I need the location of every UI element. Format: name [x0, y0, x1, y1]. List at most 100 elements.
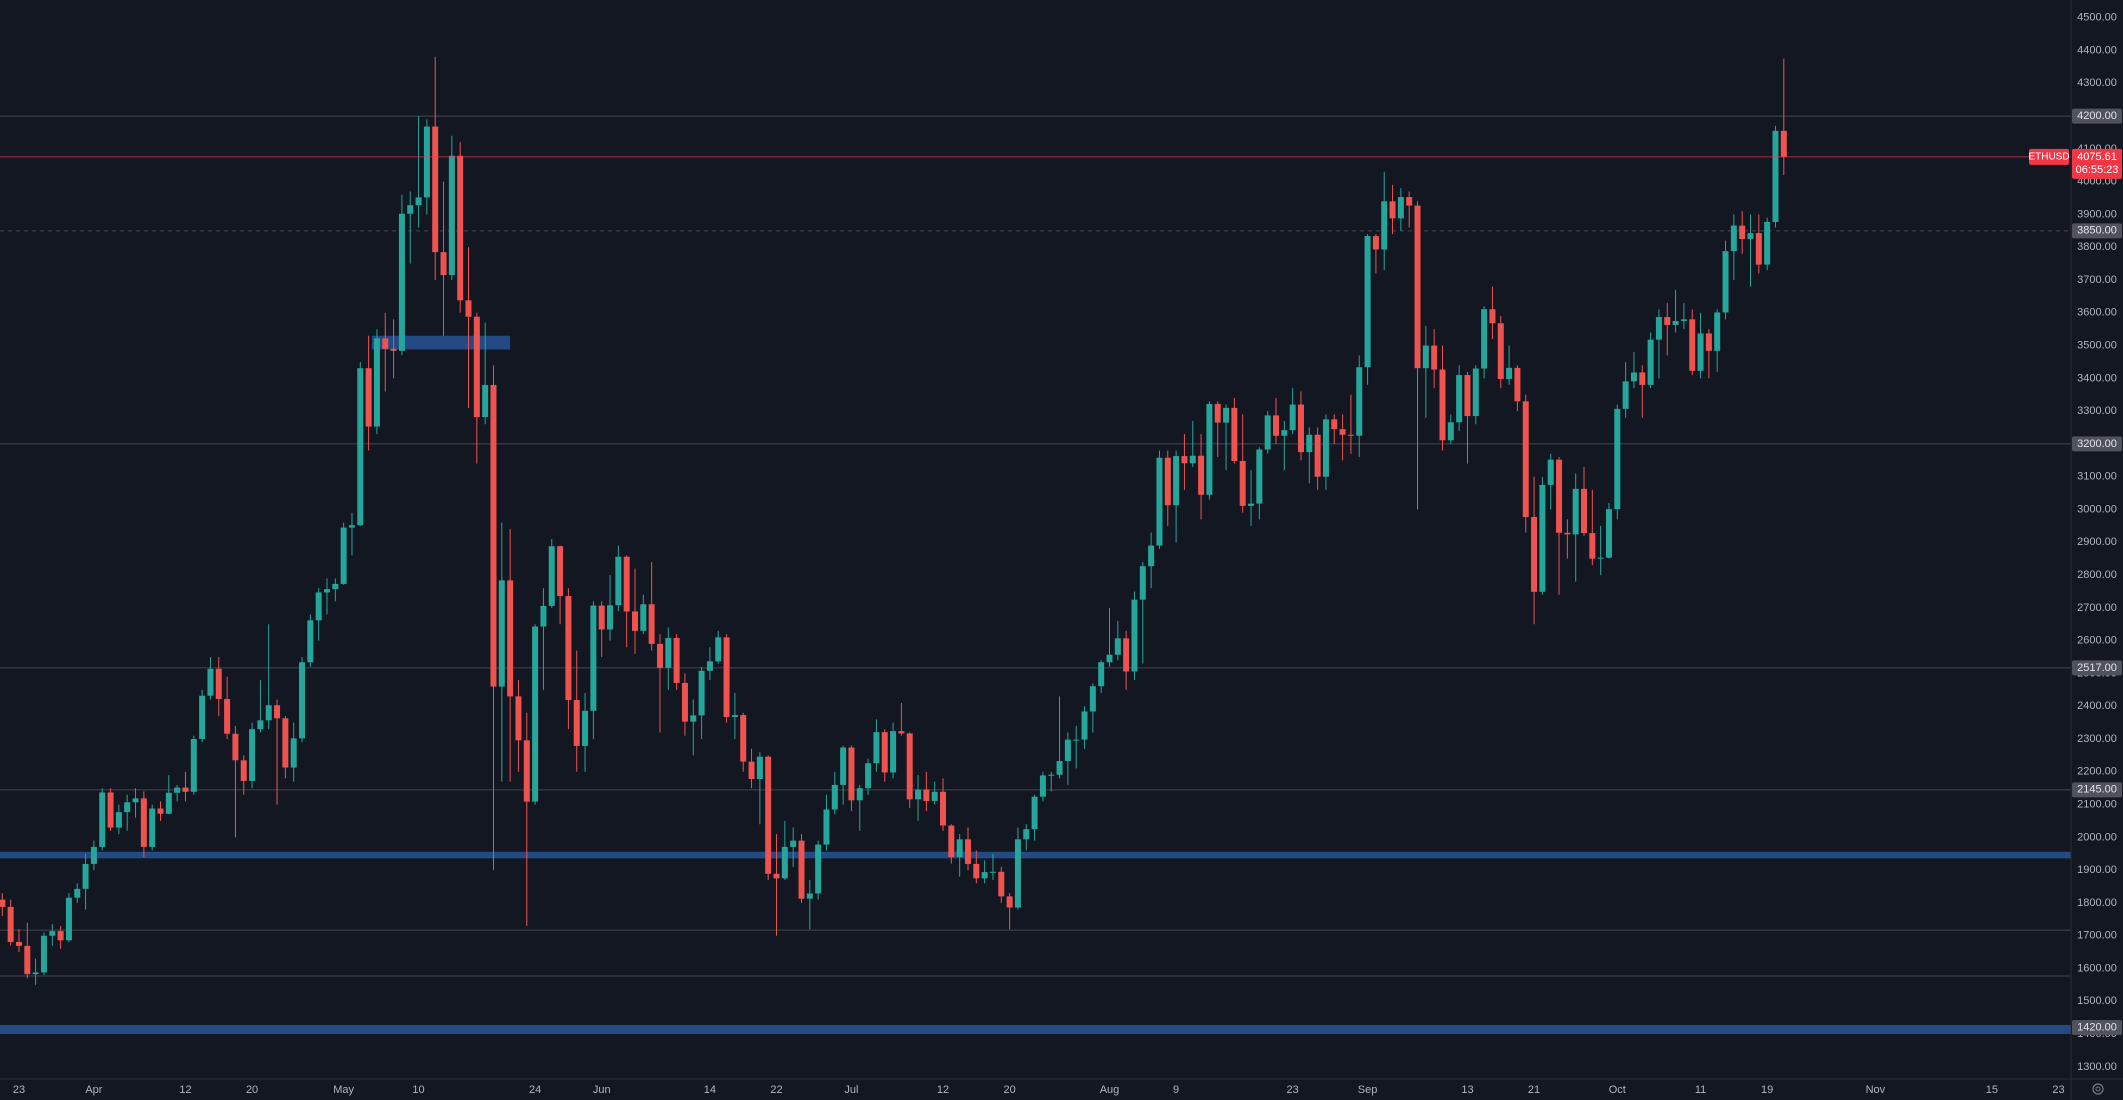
- candle-body: [257, 720, 264, 730]
- candle-body: [1214, 403, 1221, 423]
- candle-body: [1456, 375, 1463, 423]
- last-price-box: [2072, 148, 2122, 179]
- candle-body: [723, 637, 730, 718]
- candle-body: [390, 348, 397, 351]
- candle-body: [82, 863, 89, 889]
- x-tick-label: 23: [2052, 1084, 2064, 1096]
- candle-body: [90, 846, 97, 864]
- candle-body: [1031, 796, 1038, 830]
- candle-body: [215, 668, 222, 700]
- level-label: 4200.00: [2077, 110, 2117, 122]
- candle-body: [1647, 339, 1654, 385]
- candle-body: [681, 682, 688, 722]
- candle-body: [1173, 456, 1180, 506]
- candle-body: [798, 840, 805, 899]
- candle-body: [1314, 434, 1321, 477]
- y-tick-label: 3100.00: [2077, 471, 2117, 483]
- candle-body: [1089, 686, 1096, 712]
- settings-icon[interactable]: [2092, 1083, 2104, 1095]
- candle-body: [781, 846, 788, 879]
- level-label-box: [2072, 660, 2122, 676]
- candle-body: [706, 661, 713, 671]
- y-tick-label: 3800.00: [2077, 241, 2117, 253]
- candle-body: [881, 732, 888, 773]
- candle-body: [1239, 460, 1246, 506]
- symbol-box: [2029, 148, 2069, 165]
- candle-body: [831, 784, 838, 810]
- candle-body: [15, 941, 22, 946]
- zone: [371, 335, 511, 350]
- x-tick-label: 23: [13, 1084, 25, 1096]
- candle-body: [274, 705, 281, 719]
- candle-body: [1073, 739, 1080, 741]
- candle-body: [1264, 415, 1271, 450]
- x-tick-label: 12: [179, 1084, 191, 1096]
- candle-body: [1039, 775, 1046, 797]
- level-label-box: [2072, 436, 2122, 452]
- candle-body: [731, 715, 738, 718]
- candle-body: [573, 699, 580, 746]
- level-label: 2517.00: [2077, 662, 2117, 674]
- candle-body: [1705, 333, 1712, 351]
- candle-body: [207, 668, 214, 696]
- candle-body: [748, 761, 755, 780]
- candle-body: [1747, 233, 1754, 240]
- y-tick-label: 3900.00: [2077, 208, 2117, 220]
- candle-body: [224, 699, 231, 734]
- gear-center[interactable]: [2095, 1086, 2101, 1092]
- x-tick-label: 24: [529, 1084, 541, 1096]
- candle-body: [1206, 403, 1213, 495]
- x-tick-label: Oct: [1609, 1084, 1626, 1096]
- candle-body: [698, 670, 705, 716]
- candle-body: [973, 863, 980, 879]
- y-tick-label: 1600.00: [2077, 962, 2117, 974]
- candle-body: [332, 583, 339, 590]
- candle-body: [923, 789, 930, 801]
- candle-body: [1689, 319, 1696, 371]
- candle-body: [1181, 456, 1188, 464]
- candle-body: [373, 338, 380, 427]
- x-tick-label: 9: [1173, 1084, 1179, 1096]
- level-label: 3850.00: [2077, 225, 2117, 237]
- candle-body: [1273, 415, 1279, 436]
- candle-body: [656, 643, 663, 668]
- candle-body: [540, 605, 547, 627]
- candle-body: [1381, 201, 1388, 250]
- candle-body: [865, 763, 872, 789]
- candle-body: [249, 729, 256, 781]
- y-tick-label: 2300.00: [2077, 733, 2117, 745]
- candle-body: [1539, 484, 1546, 592]
- candle-body: [149, 808, 156, 847]
- candle-body: [199, 695, 206, 740]
- candle-body: [307, 620, 314, 663]
- y-tick-label: 2100.00: [2077, 798, 2117, 810]
- y-tick-label: 4300.00: [2077, 77, 2117, 89]
- candle-body: [498, 580, 505, 687]
- candle-body: [1256, 449, 1263, 504]
- candle-body: [182, 787, 189, 792]
- candle-body: [1397, 197, 1404, 219]
- x-tick-label: 20: [246, 1084, 258, 1096]
- candle-body: [1347, 434, 1354, 436]
- x-tick-label: Sep: [1358, 1084, 1378, 1096]
- gear[interactable]: [2092, 1083, 2104, 1095]
- candle-body: [1223, 407, 1230, 423]
- y-tick-label: 3500.00: [2077, 339, 2117, 351]
- candle-body: [1231, 407, 1238, 461]
- x-tick-label: May: [333, 1084, 354, 1096]
- candle-body: [1581, 488, 1588, 534]
- last-price-label: 4075.61: [2077, 151, 2117, 163]
- candle-body: [507, 580, 514, 697]
- y-tick-label: 1900.00: [2077, 864, 2117, 876]
- candle-body: [1322, 419, 1329, 477]
- candle-body: [407, 205, 414, 214]
- candle-body: [1697, 333, 1704, 371]
- candle-body: [840, 747, 847, 785]
- candle-body: [823, 809, 830, 845]
- candle-body: [765, 756, 772, 874]
- zone: [0, 851, 2071, 859]
- candle-body: [1372, 236, 1379, 250]
- candle-body: [673, 638, 680, 683]
- level-label-box: [2072, 782, 2122, 798]
